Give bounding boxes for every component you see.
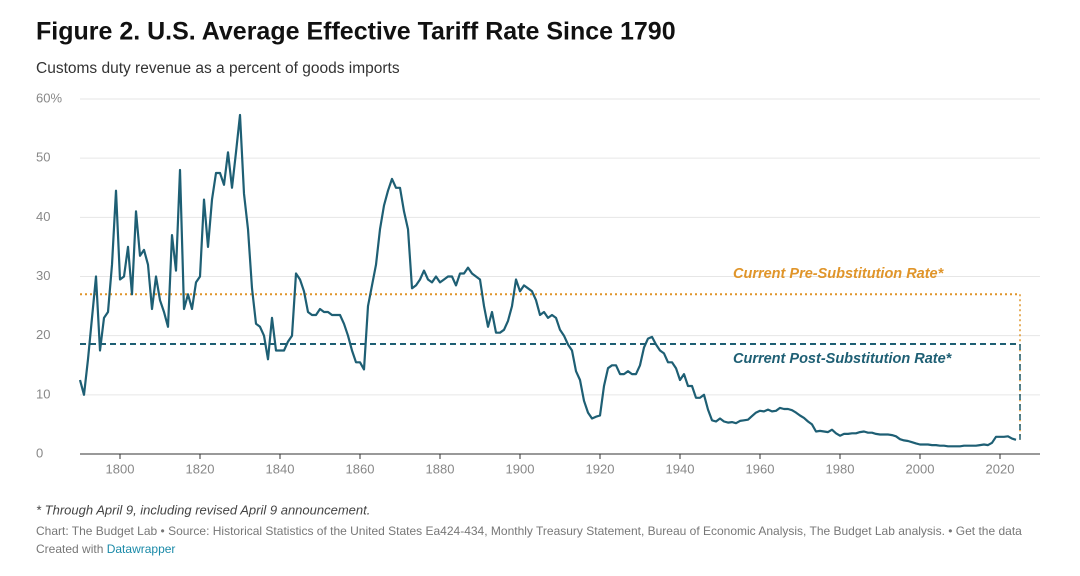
reference-label: Current Pre-Substitution Rate* <box>733 266 945 282</box>
x-tick-label: 1980 <box>826 461 855 476</box>
chart-subtitle: Customs duty revenue as a percent of goo… <box>36 60 400 77</box>
y-tick-label: 0 <box>36 445 43 460</box>
x-tick-label: 1840 <box>266 461 295 476</box>
y-tick-label: 20 <box>36 327 50 342</box>
x-tick-label: 1900 <box>506 461 535 476</box>
x-tick-label: 2000 <box>906 461 935 476</box>
x-tick-label: 1860 <box>346 461 375 476</box>
y-tick-label: 10 <box>36 386 50 401</box>
credit-text: Created with <box>36 542 103 556</box>
x-tick-label: 1800 <box>106 461 135 476</box>
x-tick-label: 1940 <box>666 461 695 476</box>
data-line <box>78 113 1017 448</box>
y-tick-label: 30 <box>36 268 50 283</box>
credit-link[interactable]: Datawrapper <box>107 542 176 556</box>
y-tick-label: 60% <box>36 90 62 105</box>
chart-title: Figure 2. U.S. Average Effective Tariff … <box>36 18 676 46</box>
source: Chart: The Budget Lab • Source: Historic… <box>36 524 1022 538</box>
reference-label: Current Post-Substitution Rate* <box>733 351 953 367</box>
x-tick-label: 1960 <box>746 461 775 476</box>
y-tick-label: 50 <box>36 150 50 165</box>
footnote: * Through April 9, including revised Apr… <box>36 502 370 517</box>
x-tick-label: 1880 <box>426 461 455 476</box>
credit: Created with Datawrapper <box>36 542 175 556</box>
x-tick-label: 1920 <box>586 461 615 476</box>
x-tick-label: 1820 <box>186 461 215 476</box>
x-tick-label: 2020 <box>986 461 1015 476</box>
y-tick-label: 40 <box>36 209 50 224</box>
